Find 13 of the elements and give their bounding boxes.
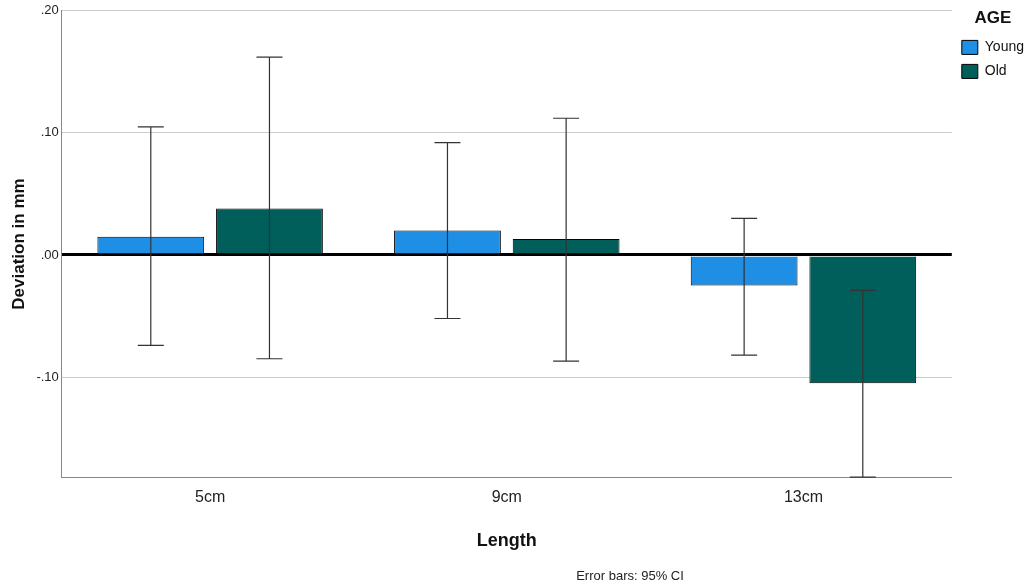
y-tick-label: -.10: [36, 368, 59, 384]
y-tick-label: .20: [40, 2, 59, 18]
x-tick-label: 13cm: [783, 488, 824, 506]
y-tick-label: .10: [40, 124, 59, 140]
y-axis-title: Deviation in mm: [8, 178, 28, 310]
legend-label: Old: [984, 62, 1007, 79]
x-axis-title: Length: [476, 530, 537, 551]
y-tick-label: .00: [40, 246, 59, 262]
text: Error bars: 95% CI: [576, 568, 684, 583]
legend-title: AGE: [974, 8, 1012, 28]
x-tick-label: 9cm: [491, 488, 522, 506]
legend-label: Young: [984, 38, 1025, 55]
x-tick-label: 5cm: [195, 488, 226, 506]
